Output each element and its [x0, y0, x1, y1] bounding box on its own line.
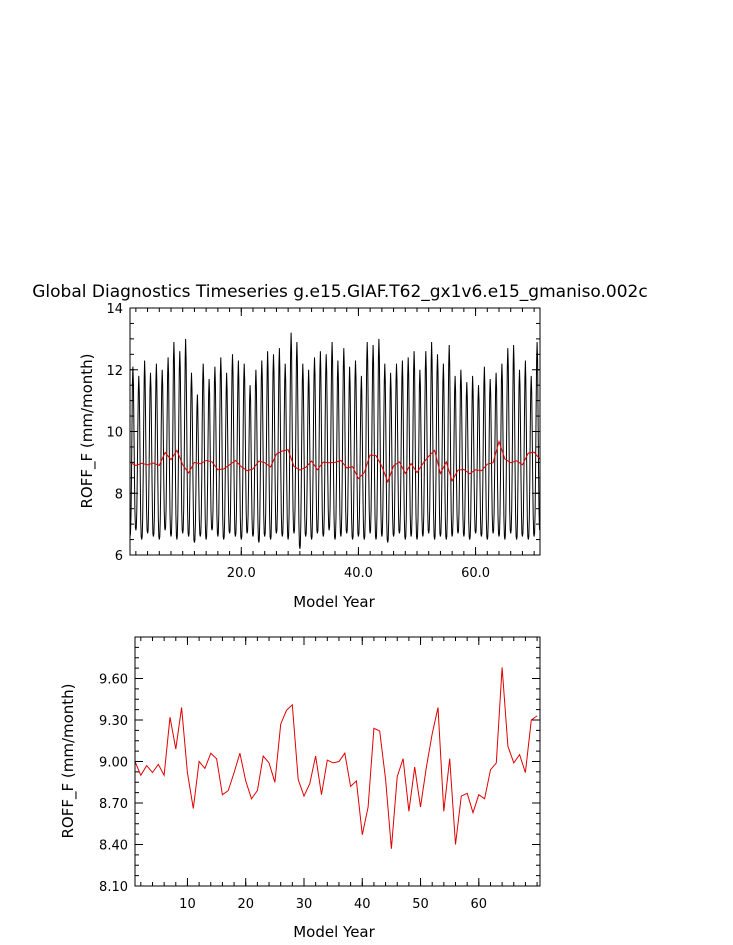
top-chart: 6 8 10 12 14 20.0 40.0 60.0 Model Year ROFF_F (… [78, 302, 541, 611]
y-tick-label: 8.70 [99, 797, 128, 812]
x-tick-label: 20 [237, 897, 254, 912]
y-tick-label: 8.40 [99, 839, 128, 854]
top-axes: 6 8 10 12 14 20.0 40.0 60.0 [106, 302, 540, 581]
y-tick-label: 8.10 [99, 880, 128, 895]
y-tick-label: 6 [115, 549, 123, 564]
x-tick-label: 60.0 [461, 566, 490, 581]
bottom-chart: 8.10 8.40 8.70 9.00 9.30 9.60 10 20 30 40 50 60 Mod… [59, 636, 541, 941]
bottom-x-axis-label: Model Year [293, 923, 375, 941]
top-x-axis-label: Model Year [293, 593, 375, 611]
bottom-y-axis-label: ROFF_F (mm/month) [59, 683, 78, 838]
bottom-axes: 8.10 8.40 8.70 9.00 9.30 9.60 10 20 30 40 50 60 [99, 636, 540, 912]
x-tick-label: 40 [354, 897, 371, 912]
top-plot-frame [129, 307, 541, 556]
y-tick-label: 14 [106, 302, 123, 317]
figure-title: Global Diagnostics Timeseries g.e15.GIAF… [32, 282, 647, 302]
top-series-layer [129, 332, 541, 549]
y-tick-label: 9.30 [99, 714, 128, 729]
x-tick-label: 20.0 [227, 566, 256, 581]
annual-mean-line-top [129, 439, 541, 484]
x-tick-label: 10 [179, 897, 196, 912]
y-tick-label: 9.00 [99, 756, 128, 771]
y-tick-label: 9.60 [99, 673, 128, 688]
y-tick-label: 8 [115, 487, 123, 502]
bottom-series-layer [134, 667, 538, 849]
x-tick-label: 30 [296, 897, 313, 912]
y-tick-label: 12 [106, 364, 123, 379]
top-y-axis-label: ROFF_F (mm/month) [78, 353, 97, 508]
annual-mean-line-bottom [134, 667, 538, 849]
x-tick-label: 40.0 [344, 566, 373, 581]
y-tick-label: 10 [106, 426, 123, 441]
x-tick-label: 60 [471, 897, 488, 912]
x-tick-label: 50 [412, 897, 429, 912]
monthly-series-line [129, 332, 540, 549]
